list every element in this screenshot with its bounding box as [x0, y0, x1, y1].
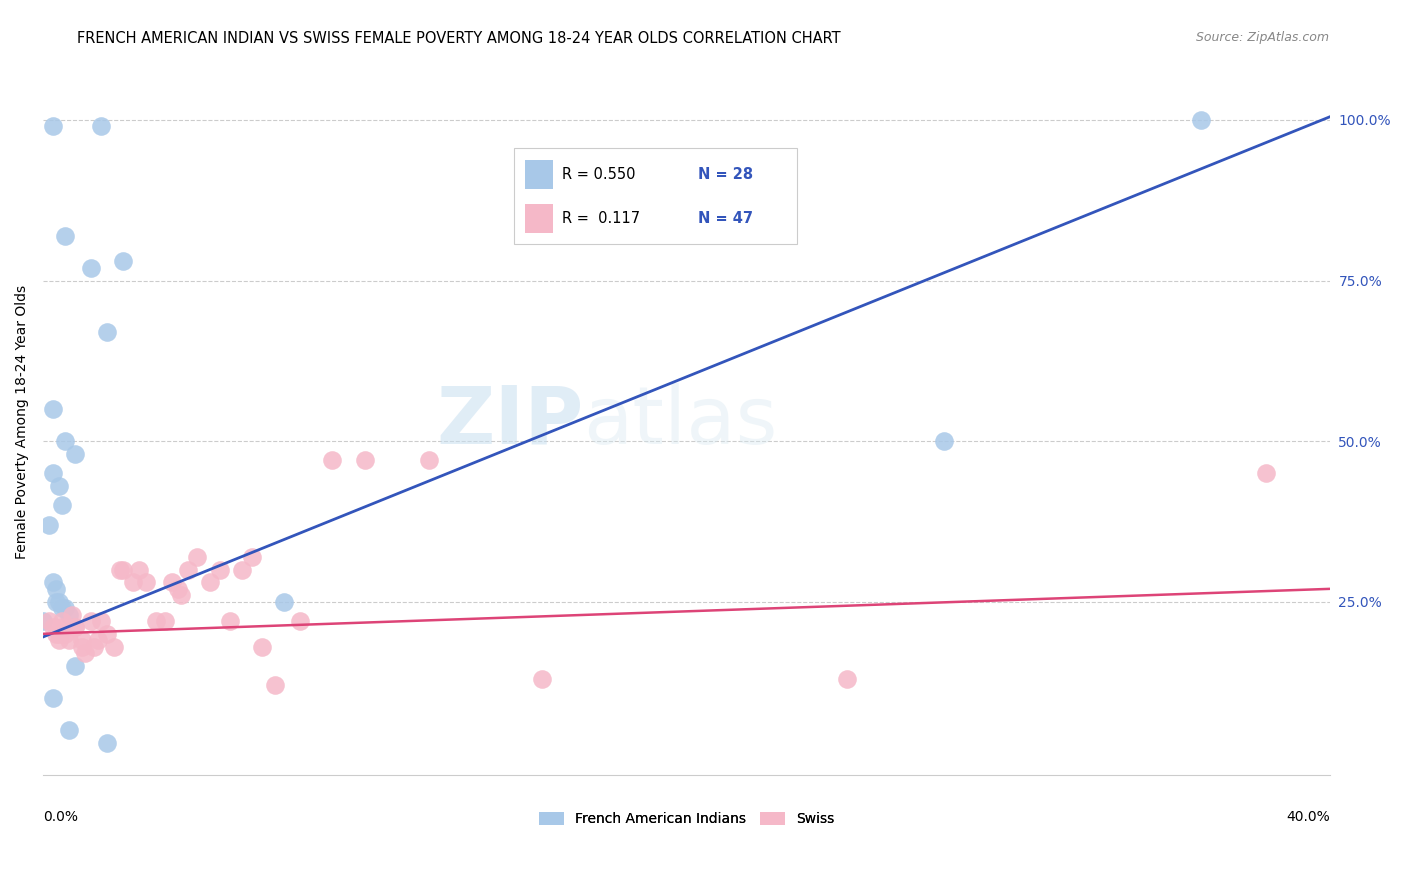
FancyBboxPatch shape [513, 148, 797, 244]
Point [41, 575, 63, 590]
Point [160, 575, 183, 590]
Point [96, 736, 118, 750]
Point [1254, 467, 1277, 481]
Point [103, 640, 125, 654]
Text: N = 47: N = 47 [697, 211, 752, 226]
Point [170, 588, 193, 602]
Point [353, 453, 375, 467]
Point [112, 563, 135, 577]
Point [145, 614, 167, 628]
Point [45, 582, 67, 596]
Point [51, 499, 73, 513]
Point [41, 691, 63, 706]
FancyBboxPatch shape [524, 160, 553, 188]
Point [240, 549, 263, 564]
Point [112, 254, 135, 268]
Text: R = 0.550: R = 0.550 [562, 167, 636, 182]
Point [55, 434, 77, 449]
Y-axis label: Female Poverty Among 18-24 Year Olds: Female Poverty Among 18-24 Year Olds [15, 285, 30, 559]
Legend: French American Indians, Swiss: French American Indians, Swiss [533, 806, 839, 831]
Text: atlas: atlas [583, 383, 778, 461]
Point [837, 672, 859, 686]
Point [63, 659, 86, 673]
Point [38, 517, 60, 532]
Point [55, 601, 77, 615]
Point [1189, 112, 1212, 127]
Point [51, 614, 73, 628]
Point [63, 620, 86, 634]
Text: 40.0%: 40.0% [1286, 811, 1330, 824]
Point [418, 453, 440, 467]
Point [122, 575, 145, 590]
Point [108, 563, 131, 577]
Point [55, 228, 77, 243]
Point [58, 723, 80, 738]
Point [273, 595, 295, 609]
Point [90, 614, 112, 628]
Point [80, 614, 103, 628]
Point [58, 633, 80, 648]
Point [530, 672, 553, 686]
Text: FRENCH AMERICAN INDIAN VS SWISS FEMALE POVERTY AMONG 18-24 YEAR OLDS CORRELATION: FRENCH AMERICAN INDIAN VS SWISS FEMALE P… [77, 31, 841, 46]
Point [153, 614, 176, 628]
Point [60, 607, 83, 622]
Point [128, 563, 150, 577]
Point [38, 614, 60, 628]
Point [186, 549, 208, 564]
Point [218, 614, 240, 628]
Point [41, 620, 63, 634]
Point [48, 479, 70, 493]
Point [45, 595, 67, 609]
Point [48, 633, 70, 648]
Point [932, 434, 955, 449]
Point [32, 614, 55, 628]
Point [250, 640, 273, 654]
Point [55, 627, 77, 641]
Point [96, 627, 118, 641]
Point [63, 620, 86, 634]
Text: Source: ZipAtlas.com: Source: ZipAtlas.com [1195, 31, 1329, 45]
Point [73, 646, 96, 660]
Point [135, 575, 157, 590]
Text: 0.0%: 0.0% [44, 811, 77, 824]
FancyBboxPatch shape [524, 204, 553, 233]
Point [208, 563, 231, 577]
Point [167, 582, 190, 596]
Point [41, 401, 63, 416]
Point [41, 467, 63, 481]
Point [41, 120, 63, 134]
Point [83, 640, 105, 654]
Point [63, 447, 86, 461]
Point [48, 595, 70, 609]
Text: R =  0.117: R = 0.117 [562, 211, 640, 226]
Point [48, 627, 70, 641]
Point [321, 453, 343, 467]
Point [96, 325, 118, 339]
Text: ZIP: ZIP [436, 383, 583, 461]
Point [58, 607, 80, 622]
Point [263, 678, 285, 692]
Point [90, 120, 112, 134]
Text: N = 28: N = 28 [697, 167, 752, 182]
Point [51, 620, 73, 634]
Point [231, 563, 253, 577]
Point [70, 633, 93, 648]
Point [51, 601, 73, 615]
Point [290, 614, 312, 628]
Point [45, 627, 67, 641]
Point [70, 640, 93, 654]
Point [200, 575, 222, 590]
Point [86, 633, 108, 648]
Point [176, 563, 198, 577]
Point [80, 260, 103, 275]
